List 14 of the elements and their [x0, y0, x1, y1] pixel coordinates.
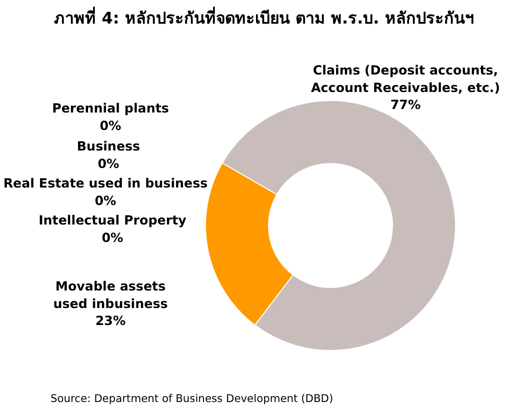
text: 0% — [94, 192, 116, 208]
category-label: Intellectual Property — [38, 212, 186, 228]
text: 0% — [98, 156, 120, 171]
source-note: Source: Department of Business Development (DBD) — [50, 392, 334, 405]
text: 0% — [102, 230, 124, 245]
slice-label: Claims (Deposit accounts, Account Receivables, etc.) — [311, 62, 500, 95]
category-label: Perennial plants — [52, 100, 169, 116]
data-label: 77% — [390, 97, 421, 112]
chart-title: ภาพที่ 4: หลักประกันที่จดทะเบียน ตาม พ.ร.บ. หลักประกันฯ — [54, 6, 474, 28]
category-label: Business — [76, 138, 140, 154]
slice-label: Movable assets used inbusiness — [53, 278, 168, 311]
category-label: Real Estate used in business — [3, 176, 208, 190]
text: 0% — [100, 118, 122, 133]
data-label: 23% — [95, 313, 126, 328]
